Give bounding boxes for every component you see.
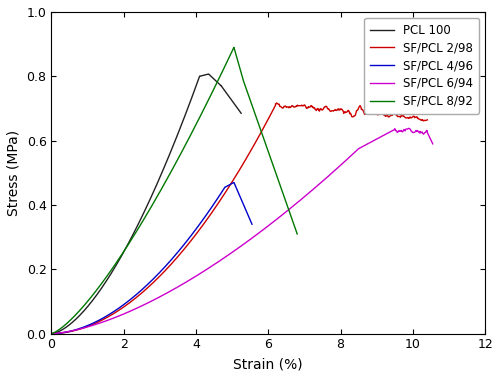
SF/PCL 8/92: [48, 332, 54, 336]
SF/PCL 8/92: [134, 229, 140, 233]
SF/PCL 6/94: [146, 300, 152, 305]
PCL 100: [126, 239, 132, 243]
PCL 100: [48, 332, 54, 336]
Line: SF/PCL 6/94: SF/PCL 6/94: [52, 128, 433, 334]
PCL 100: [53, 330, 59, 335]
SF/PCL 4/96: [192, 228, 198, 233]
Line: SF/PCL 8/92: SF/PCL 8/92: [52, 47, 297, 334]
SF/PCL 2/98: [424, 118, 430, 122]
SF/PCL 2/98: [274, 101, 280, 105]
Line: SF/PCL 4/96: SF/PCL 4/96: [52, 183, 252, 334]
SF/PCL 2/98: [146, 285, 152, 289]
SF/PCL 6/94: [99, 320, 105, 325]
SF/PCL 4/96: [49, 332, 55, 336]
PCL 100: [149, 193, 155, 197]
SF/PCL 8/92: [231, 45, 237, 50]
SF/PCL 8/92: [294, 232, 300, 236]
SF/PCL 4/96: [48, 332, 54, 336]
SF/PCL 2/98: [229, 180, 235, 184]
SF/PCL 8/92: [57, 327, 63, 331]
PCL 100: [175, 132, 181, 136]
Y-axis label: Stress (MPa): Stress (MPa): [7, 130, 21, 216]
SF/PCL 8/92: [162, 180, 168, 184]
SF/PCL 6/94: [428, 137, 434, 141]
Line: SF/PCL 2/98: SF/PCL 2/98: [52, 103, 428, 334]
SF/PCL 2/98: [48, 332, 54, 336]
PCL 100: [180, 117, 186, 121]
SF/PCL 4/96: [66, 329, 72, 334]
PCL 100: [206, 72, 212, 76]
SF/PCL 6/94: [336, 164, 342, 169]
Line: PCL 100: PCL 100: [52, 74, 241, 334]
SF/PCL 4/96: [231, 180, 237, 185]
X-axis label: Strain (%): Strain (%): [234, 357, 303, 371]
SF/PCL 4/96: [95, 319, 101, 323]
SF/PCL 6/94: [430, 142, 436, 146]
SF/PCL 4/96: [249, 222, 255, 226]
SF/PCL 2/98: [310, 104, 316, 109]
SF/PCL 6/94: [48, 332, 54, 336]
SF/PCL 8/92: [285, 205, 291, 210]
PCL 100: [238, 111, 244, 116]
SF/PCL 6/94: [368, 140, 374, 145]
SF/PCL 2/98: [283, 104, 289, 109]
SF/PCL 4/96: [178, 246, 184, 250]
PCL 100: [65, 324, 71, 328]
SF/PCL 8/92: [175, 157, 181, 162]
SF/PCL 2/98: [304, 106, 310, 110]
SF/PCL 6/94: [280, 212, 285, 217]
SF/PCL 2/98: [340, 108, 345, 112]
SF/PCL 4/96: [219, 190, 225, 194]
SF/PCL 8/92: [254, 118, 260, 122]
SF/PCL 6/94: [406, 126, 411, 130]
Legend: PCL 100, SF/PCL 2/98, SF/PCL 4/96, SF/PCL 6/94, SF/PCL 8/92: PCL 100, SF/PCL 2/98, SF/PCL 4/96, SF/PC…: [364, 18, 480, 113]
